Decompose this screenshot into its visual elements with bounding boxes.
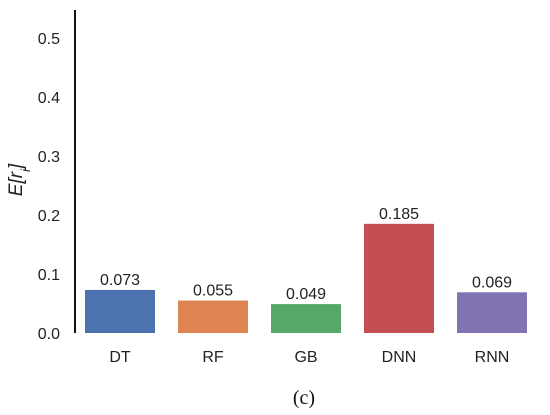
figure-caption: (c) — [293, 387, 315, 409]
y-axis-label: E[ri] — [6, 163, 33, 196]
y-tick-label: 0.3 — [38, 149, 60, 166]
bar-value-label: 0.073 — [100, 272, 140, 289]
y-tick-label: 0.4 — [38, 90, 60, 107]
x-tick-label: DT — [109, 349, 131, 366]
x-tick-label: DNN — [382, 349, 417, 366]
x-tick-label: RF — [202, 349, 224, 366]
bar-gb — [271, 304, 341, 333]
bar-value-label: 0.049 — [286, 286, 326, 303]
bar-value-label: 0.185 — [379, 206, 419, 223]
y-tick-label: 0.5 — [38, 31, 60, 48]
bar-value-labels: 0.073 0.055 0.049 0.185 0.069 — [100, 206, 512, 303]
x-axis-ticks: DT RF GB DNN RNN — [109, 349, 509, 366]
bar-rnn — [457, 292, 527, 333]
y-tick-label: 0.2 — [38, 208, 60, 225]
bars — [85, 223, 527, 333]
y-axis-ticks: 0.0 0.1 0.2 0.3 0.4 0.5 — [38, 31, 60, 343]
bar-dnn — [364, 223, 434, 333]
bar-rf — [178, 300, 248, 333]
y-tick-label: 0.0 — [38, 326, 60, 343]
bar-dt — [85, 289, 155, 333]
bar-value-label: 0.055 — [193, 283, 233, 300]
y-tick-label: 0.1 — [38, 267, 60, 284]
x-tick-label: RNN — [475, 349, 510, 366]
bar-value-label: 0.069 — [472, 274, 512, 291]
x-tick-label: GB — [294, 349, 317, 366]
